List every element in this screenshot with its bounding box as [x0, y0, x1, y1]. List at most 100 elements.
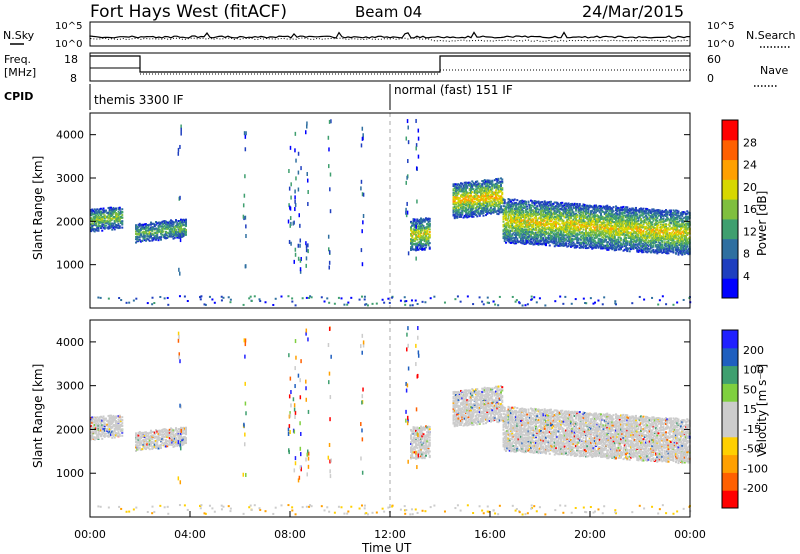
echo-cell [621, 213, 624, 216]
echo-cell [577, 219, 580, 222]
echo-cell [108, 215, 111, 218]
echo-cell [482, 206, 485, 209]
echo-cell [638, 226, 641, 229]
echo-cell [633, 223, 636, 226]
echo-cell [597, 205, 600, 208]
echo-cell [545, 244, 547, 247]
echo-cell [611, 247, 614, 250]
echo-cell [573, 246, 576, 249]
echo-cell [551, 222, 554, 225]
echo-cell [465, 215, 467, 218]
echo-cell [613, 223, 616, 226]
echo-cell [420, 241, 422, 244]
echo-cell [527, 238, 530, 241]
echo-cell [516, 230, 519, 233]
echo-cell [648, 228, 651, 231]
echo-cell [552, 208, 555, 211]
echo-cell [593, 246, 596, 249]
echo-cell [548, 240, 551, 243]
echo-cell [542, 219, 545, 222]
echo-cell [660, 223, 662, 226]
echo-cell [532, 219, 535, 222]
echo-cell [621, 215, 624, 218]
echo-cell [466, 209, 469, 212]
echo-cell [565, 231, 567, 234]
echo-cell [538, 233, 541, 236]
echo-cell [530, 211, 532, 214]
echo-cell [508, 200, 511, 203]
echo-cell [486, 184, 489, 187]
echo-cell [570, 220, 572, 223]
echo-cell [573, 238, 576, 241]
beam-label: Beam 04 [355, 3, 422, 21]
echo-cell [510, 221, 512, 224]
echo-cell [583, 206, 586, 209]
echo-cell [481, 185, 484, 188]
echo-cell [488, 183, 491, 186]
echo-cell [175, 224, 177, 227]
echo-cell [613, 247, 616, 250]
echo-cell [593, 206, 596, 209]
echo-cell [548, 234, 551, 237]
echo-cell [158, 225, 161, 228]
echo-cell [541, 238, 544, 241]
echo-cell [575, 203, 577, 206]
echo-cell [637, 250, 640, 253]
echo-cell [470, 186, 472, 189]
echo-cell [651, 228, 654, 231]
echo-cell [493, 179, 496, 182]
echo-cell [508, 224, 511, 227]
echo-cell [110, 206, 112, 209]
echo-cell [586, 232, 589, 235]
echo-cell [633, 209, 636, 212]
echo-cell [606, 231, 609, 234]
echo-cell [626, 228, 629, 231]
echo-cell [635, 212, 637, 215]
echo-cell [553, 241, 556, 244]
echo-cell [516, 203, 519, 206]
echo-cell [170, 227, 172, 230]
echo-cell [582, 203, 585, 206]
echo-cell [103, 221, 106, 224]
echo-cell [120, 215, 122, 218]
echo-cell [558, 219, 561, 222]
echo-cell [518, 229, 521, 232]
echo-cell [650, 221, 652, 224]
echo-cell [605, 208, 607, 211]
echo-cell [488, 189, 491, 192]
echo-cell [605, 224, 607, 227]
echo-cell [603, 218, 606, 221]
echo-cell [600, 238, 602, 241]
echo-cell [630, 227, 632, 230]
echo-cell [152, 238, 155, 241]
echo-cell [495, 204, 497, 207]
echo-cell [461, 209, 464, 212]
echo-cell [610, 230, 612, 233]
echo-cell [95, 224, 97, 227]
echo-cell [592, 218, 595, 221]
echo-cell [632, 228, 635, 231]
echo-cell [470, 191, 472, 194]
echo-cell [511, 205, 514, 208]
echo-cell [615, 214, 617, 217]
echo-cell [642, 219, 645, 222]
echo-cell [625, 224, 627, 227]
echo-cell [470, 213, 472, 216]
echo-cell [513, 227, 516, 230]
echo-cell [598, 218, 601, 221]
echo-cell [628, 237, 631, 240]
echo-cell [478, 196, 481, 199]
echo-cell [162, 234, 165, 237]
echo-cell [146, 238, 149, 241]
echo-cell [566, 232, 569, 235]
echo-cell [542, 205, 545, 208]
echo-cell [555, 229, 557, 232]
echo-cell [485, 180, 487, 183]
echo-cell [592, 211, 595, 214]
echo-cell [546, 223, 549, 226]
echo-cell [491, 185, 494, 188]
echo-cell [537, 200, 540, 203]
echo-cell [622, 249, 625, 252]
echo-cell [103, 226, 106, 229]
echo-cell [541, 214, 544, 217]
